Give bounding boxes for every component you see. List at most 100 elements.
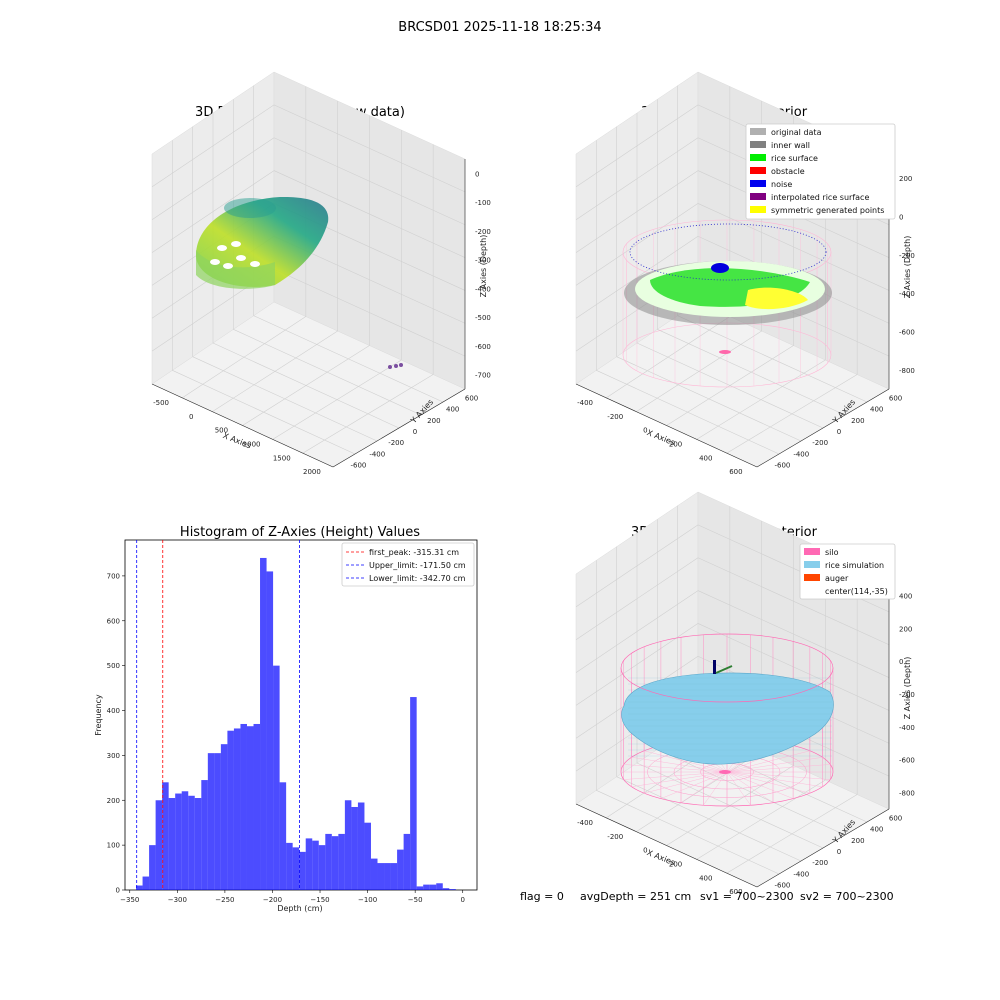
x-tick-label: 400 <box>699 454 712 462</box>
auger-arm <box>715 665 733 674</box>
y-tick-label: 400 <box>870 406 883 414</box>
x-tick-label: 2000 <box>303 468 321 476</box>
silo-wall-points <box>196 250 275 289</box>
panel3-xlabel: Depth (cm) <box>277 904 322 913</box>
legend-swatch <box>750 141 766 148</box>
x-tick-label: 600 <box>729 888 742 896</box>
z-tick-label: -600 <box>899 757 915 765</box>
legend-label: obstacle <box>771 167 805 176</box>
histogram-bar <box>442 888 450 890</box>
histogram-bar <box>220 744 228 890</box>
histogram-bar <box>423 884 430 890</box>
y-tick-label: 0 <box>837 428 841 436</box>
histogram-bar <box>155 800 163 890</box>
histogram-bar <box>397 849 404 890</box>
y-tick-label: 400 <box>446 406 459 414</box>
x-axis-line <box>151 383 334 468</box>
figure-suptitle: BRCSD01 2025-11-18 18:25:34 <box>398 20 601 35</box>
y-tick-label: 400 <box>107 707 120 715</box>
z-tick-label: -200 <box>475 228 491 236</box>
y-tick-label: 600 <box>889 395 902 403</box>
silo-floor-spoke <box>660 771 728 799</box>
histogram-bar <box>410 697 417 890</box>
footer-flag: flag = 0 <box>520 890 564 903</box>
x-tick-label: 200 <box>669 860 682 868</box>
histogram-bar <box>292 847 300 890</box>
grid-line <box>575 170 699 253</box>
grid-line <box>697 590 890 678</box>
y-tick-label: -600 <box>350 461 366 469</box>
x-tick-label: 0 <box>460 896 464 904</box>
legend-box <box>745 123 896 220</box>
x-tick-label: −300 <box>168 896 187 904</box>
y-tick-label: -600 <box>774 881 790 889</box>
grid-line <box>697 557 890 645</box>
grid-line <box>273 137 466 225</box>
silo-floor-spoke <box>726 771 794 799</box>
y-axis-line <box>756 808 890 888</box>
outlier-point <box>394 364 398 368</box>
legend-label: Lower_limit: -342.70 cm <box>369 574 466 583</box>
z-tick-label: -600 <box>475 343 491 351</box>
y-tick-label: 600 <box>107 617 120 625</box>
legend-label: auger <box>825 574 849 583</box>
histogram-bar <box>246 726 254 890</box>
silo-floor-spoke <box>631 757 728 773</box>
legend-label: inner wall <box>771 141 810 150</box>
histogram-bar <box>384 863 391 890</box>
histogram-bar <box>149 845 156 890</box>
legend-box <box>341 542 475 587</box>
x-tick-label: −250 <box>215 896 234 904</box>
grid-line <box>697 623 890 711</box>
histogram-bar <box>344 800 352 890</box>
silo-floor-spoke <box>726 771 751 806</box>
histogram-bar <box>403 833 411 890</box>
y-tick-label: 700 <box>107 572 120 580</box>
z-tick-label: -200 <box>899 691 915 699</box>
z-tick-label: 0 <box>475 170 479 178</box>
panel4-simulation-3d: -400-20002004006006004002000-200-400-600… <box>575 491 915 896</box>
x-tick-label: -200 <box>607 833 623 841</box>
panel3-ylabel: Frequency <box>94 694 103 736</box>
panel2-xlabel: X Axies <box>646 428 677 447</box>
silo-floor-spoke <box>680 771 728 803</box>
x-tick-label: 0 <box>189 413 193 421</box>
y-axis-line <box>756 388 890 468</box>
histogram-bar <box>357 802 365 890</box>
histogram-bar <box>331 836 339 890</box>
x-axis-line <box>575 383 758 468</box>
legend-swatch <box>750 128 766 135</box>
legend-label: Upper_limit: -171.50 cm <box>369 561 466 570</box>
histogram-bar <box>260 557 267 890</box>
legend-label: rice simulation <box>825 561 884 570</box>
rice-simulation-surface <box>621 672 834 765</box>
x-tick-label: −100 <box>358 896 377 904</box>
legend-label: center(114,-35) <box>825 587 888 596</box>
panel1-zlabel: Z Axies (Depth) <box>479 235 488 298</box>
silo-floor-spoke <box>623 771 728 780</box>
histogram-bar <box>436 883 443 890</box>
histogram-bar <box>449 889 456 890</box>
histogram-bar <box>312 840 319 890</box>
footer-avg-depth: avgDepth = 251 cm <box>580 890 691 903</box>
histogram-bar <box>142 876 150 890</box>
y-tick-label: 100 <box>107 842 120 850</box>
z-tick-label: -500 <box>475 314 491 322</box>
histogram-bar <box>214 753 221 890</box>
z-tick-label: -700 <box>475 372 491 380</box>
y-tick-label: 600 <box>465 395 478 403</box>
histogram-bar <box>240 723 247 890</box>
grid-line <box>151 137 275 220</box>
panel3-histogram: −350 −300 −250 −200 −150 −100 −50 0 0 100 200 300 40… <box>107 539 478 904</box>
y-tick-label: 300 <box>107 752 120 760</box>
void-patch <box>250 261 260 267</box>
x-tick-label: 400 <box>699 874 712 882</box>
legend-label: original data <box>771 128 822 137</box>
legend-label: rice surface <box>771 154 818 163</box>
silo-floor-spoke <box>703 771 728 806</box>
x-tick-label: 200 <box>669 440 682 448</box>
z-tick-label: -800 <box>899 367 915 375</box>
grid-line <box>151 170 275 253</box>
panel2-zlabel: Z Axies (Depth) <box>903 236 912 299</box>
